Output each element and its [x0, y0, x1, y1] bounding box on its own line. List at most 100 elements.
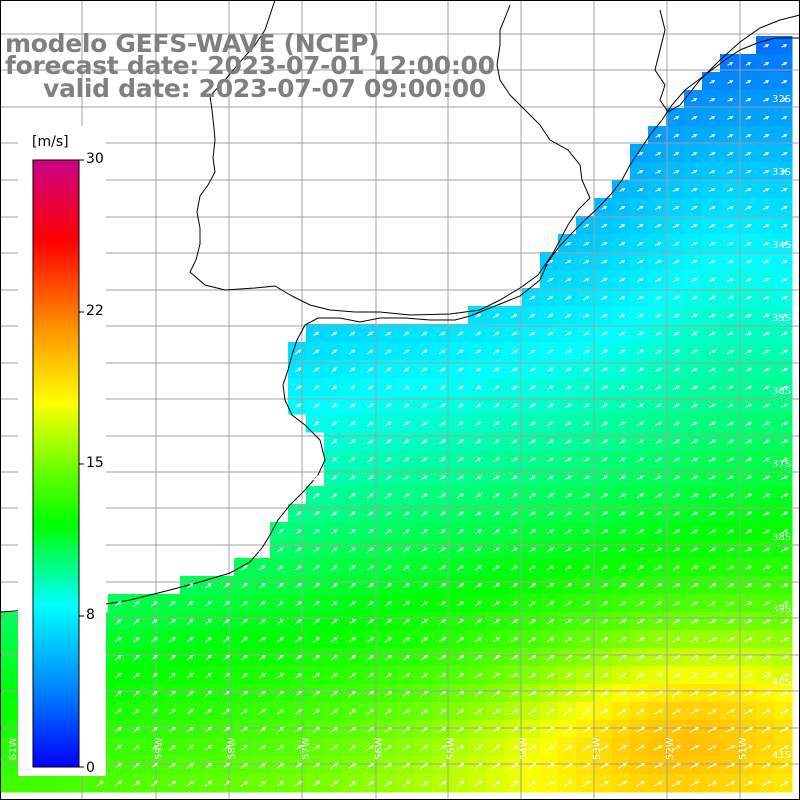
wind-arrow — [276, 780, 285, 787]
wind-arrow — [313, 367, 320, 373]
wind-arrow — [438, 727, 447, 733]
wind-arrow — [618, 637, 627, 643]
wind-arrow — [654, 421, 662, 427]
wind-arrow — [420, 709, 429, 715]
wind-arrow — [671, 709, 681, 715]
wind-arrow — [655, 170, 662, 174]
wind-arrow — [528, 457, 536, 463]
wind-arrow — [384, 637, 392, 643]
wind-arrow — [527, 781, 537, 787]
wind-arrow — [564, 601, 573, 607]
wind-arrow — [295, 403, 302, 409]
wind-arrow — [600, 403, 608, 409]
wind-arrow — [312, 709, 321, 715]
wind-arrow — [492, 493, 500, 499]
wind-arrow — [672, 529, 681, 535]
wind-arrow — [708, 511, 717, 517]
wind-arrow — [367, 367, 374, 373]
wind-arrow — [600, 511, 609, 517]
wind-arrow — [690, 277, 698, 283]
wind-arrow — [636, 313, 644, 319]
wind-arrow — [781, 80, 788, 84]
wind-arrow — [763, 134, 770, 138]
wind-arrow — [330, 762, 339, 769]
wind-arrow — [600, 619, 609, 625]
wind-arrow — [727, 116, 734, 120]
wind-arrow — [743, 691, 753, 697]
wind-arrow — [565, 277, 572, 283]
wind-arrow — [366, 529, 374, 535]
wind-arrow — [672, 277, 680, 283]
wind-arrow — [636, 565, 645, 571]
wind-arrow — [672, 439, 680, 445]
wind-arrow — [691, 152, 698, 156]
wind-arrow — [492, 601, 501, 607]
wind-arrow — [150, 744, 158, 751]
wind-arrow — [689, 691, 699, 697]
wind-arrow — [600, 457, 608, 463]
wind-arrow — [492, 709, 501, 715]
wind-arrow — [780, 439, 789, 445]
wind-arrow — [671, 763, 682, 769]
lat-label-37S: 37S — [772, 459, 791, 470]
wind-arrow — [474, 709, 483, 715]
wind-arrow — [599, 763, 609, 769]
wind-arrow — [420, 547, 428, 553]
wind-arrow — [744, 223, 752, 228]
wind-arrow — [456, 529, 464, 535]
wind-arrow — [780, 241, 788, 246]
lon-label-56W: 56W — [374, 737, 385, 760]
wind-arrow — [528, 511, 536, 517]
wind-arrow — [295, 349, 302, 355]
wind-arrow — [744, 565, 753, 571]
wind-arrow — [780, 313, 788, 318]
wind-arrow — [600, 601, 609, 607]
wind-arrow — [582, 601, 591, 607]
wind-arrow — [312, 762, 321, 769]
wind-arrow — [763, 62, 770, 66]
wind-arrow — [781, 152, 788, 156]
wind-arrow — [492, 565, 500, 571]
lon-label-54W: 54W — [519, 737, 530, 760]
wind-arrow — [780, 421, 789, 427]
lon-label-57W: 57W — [301, 737, 312, 760]
wind-arrow — [762, 385, 770, 391]
wind-arrow — [474, 421, 482, 427]
wind-arrow — [762, 457, 771, 463]
wind-arrow — [762, 241, 770, 246]
wind-arrow — [708, 295, 716, 301]
wind-arrow — [779, 727, 790, 733]
wind-arrow — [546, 547, 555, 553]
wind-arrow — [348, 565, 356, 571]
wind-arrow — [780, 331, 788, 336]
wind-arrow — [150, 708, 158, 715]
wind-arrow — [294, 673, 302, 679]
wind-arrow — [312, 780, 321, 787]
wind-arrow — [780, 637, 789, 643]
wind-arrow — [258, 762, 267, 769]
wind-arrow — [402, 655, 411, 661]
wind-arrow — [744, 313, 752, 319]
wind-arrow — [689, 745, 700, 751]
wind-arrow — [727, 62, 734, 66]
wind-arrow — [779, 655, 789, 661]
wind-arrow — [654, 313, 662, 319]
wind-arrow — [331, 349, 338, 355]
wind-arrow — [726, 223, 734, 228]
wind-arrow — [564, 691, 573, 697]
wind-arrow — [294, 744, 303, 751]
wind-arrow — [619, 259, 626, 265]
wind-arrow — [779, 763, 790, 769]
wind-arrow — [619, 241, 626, 246]
wind-arrow — [547, 259, 554, 265]
wind-arrow — [708, 457, 717, 463]
wind-arrow — [708, 223, 716, 228]
wind-arrow — [312, 673, 320, 679]
wind-arrow — [330, 691, 339, 697]
wind-arrow — [744, 493, 753, 499]
wind-arrow — [672, 367, 680, 373]
wind-arrow — [653, 763, 664, 769]
wind-arrow — [744, 277, 752, 282]
wind-arrow — [349, 349, 356, 355]
wind-arrow — [582, 493, 590, 499]
